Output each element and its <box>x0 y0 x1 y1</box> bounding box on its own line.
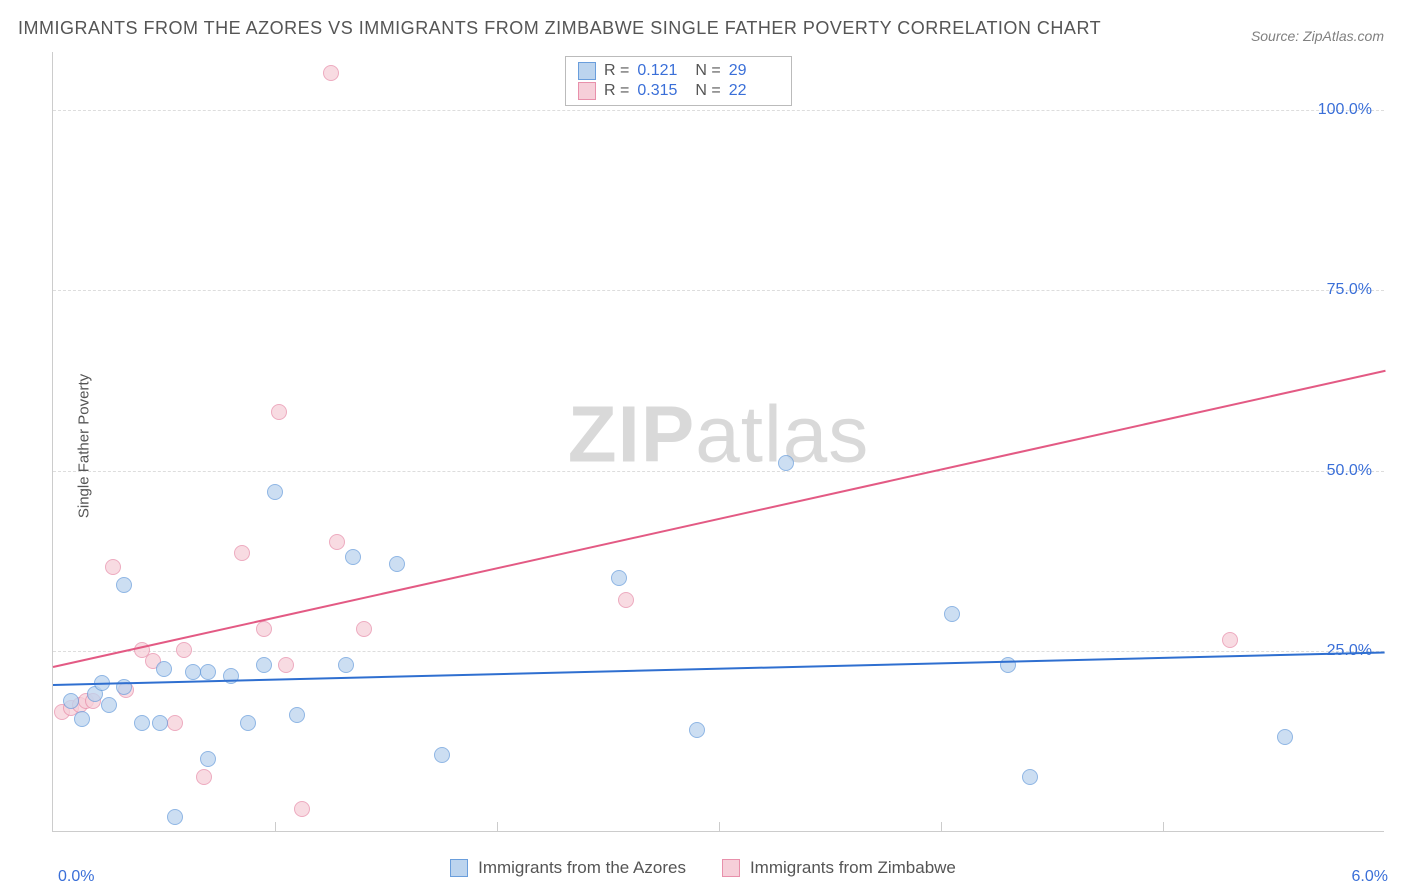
x-tick-mark <box>275 822 276 832</box>
watermark-text: ZIPatlas <box>568 388 869 480</box>
x-axis-max-label: 6.0% <box>1352 868 1388 886</box>
legend-label-series1: Immigrants from the Azores <box>478 858 686 878</box>
scatter-point-series2 <box>167 715 183 731</box>
scatter-point-series2 <box>105 559 121 575</box>
scatter-point-series1 <box>1277 729 1293 745</box>
scatter-point-series2 <box>196 769 212 785</box>
scatter-point-series1 <box>778 455 794 471</box>
n-value-2: 22 <box>729 82 779 100</box>
scatter-point-series2 <box>271 404 287 420</box>
scatter-point-series1 <box>200 751 216 767</box>
scatter-point-series1 <box>389 556 405 572</box>
scatter-point-series2 <box>294 801 310 817</box>
scatter-point-series1 <box>200 664 216 680</box>
legend-swatch-series2 <box>722 859 740 877</box>
r-value-1: 0.121 <box>637 62 687 80</box>
scatter-point-series1 <box>63 693 79 709</box>
scatter-point-series1 <box>185 664 201 680</box>
scatter-point-series2 <box>1222 632 1238 648</box>
scatter-point-series2 <box>356 621 372 637</box>
scatter-point-series1 <box>611 570 627 586</box>
scatter-point-series1 <box>338 657 354 673</box>
n-value-1: 29 <box>729 62 779 80</box>
scatter-point-series1 <box>1022 769 1038 785</box>
x-tick-mark <box>1163 822 1164 832</box>
y-tick-label: 50.0% <box>1327 462 1372 480</box>
scatter-point-series1 <box>74 711 90 727</box>
stats-row-series2: R = 0.315 N = 22 <box>578 81 779 101</box>
source-attribution: Source: ZipAtlas.com <box>1251 28 1384 44</box>
scatter-point-series2 <box>329 534 345 550</box>
n-label-1: N = <box>695 62 720 80</box>
scatter-point-series1 <box>152 715 168 731</box>
gridline <box>53 471 1384 472</box>
r-value-2: 0.315 <box>637 82 687 100</box>
scatter-point-series2 <box>278 657 294 673</box>
scatter-point-series1 <box>167 809 183 825</box>
x-axis-min-label: 0.0% <box>58 868 94 886</box>
scatter-point-series1 <box>267 484 283 500</box>
scatter-point-series1 <box>240 715 256 731</box>
trendline-series2 <box>53 370 1385 668</box>
scatter-point-series1 <box>289 707 305 723</box>
scatter-point-series1 <box>116 577 132 593</box>
scatter-point-series1 <box>156 661 172 677</box>
scatter-point-series2 <box>176 642 192 658</box>
scatter-point-series1 <box>345 549 361 565</box>
r-label-1: R = <box>604 62 629 80</box>
watermark-zip: ZIP <box>568 389 695 478</box>
scatter-point-series1 <box>256 657 272 673</box>
scatter-point-series2 <box>618 592 634 608</box>
x-tick-mark <box>719 822 720 832</box>
scatter-point-series1 <box>116 679 132 695</box>
chart-title: IMMIGRANTS FROM THE AZORES VS IMMIGRANTS… <box>18 18 1101 39</box>
x-tick-mark <box>497 822 498 832</box>
legend-label-series2: Immigrants from Zimbabwe <box>750 858 956 878</box>
stats-row-series1: R = 0.121 N = 29 <box>578 61 779 81</box>
legend-swatch-series1 <box>450 859 468 877</box>
y-tick-label: 75.0% <box>1327 281 1372 299</box>
gridline <box>53 290 1384 291</box>
scatter-point-series2 <box>256 621 272 637</box>
scatter-point-series1 <box>689 722 705 738</box>
scatter-point-series1 <box>1000 657 1016 673</box>
trendline-series1 <box>53 651 1385 685</box>
legend-item-series1: Immigrants from the Azores <box>450 858 686 878</box>
x-tick-mark <box>941 822 942 832</box>
n-label-2: N = <box>695 82 720 100</box>
gridline <box>53 651 1384 652</box>
scatter-point-series1 <box>101 697 117 713</box>
scatter-point-series1 <box>944 606 960 622</box>
r-label-2: R = <box>604 82 629 100</box>
scatter-point-series2 <box>234 545 250 561</box>
series-legend: Immigrants from the Azores Immigrants fr… <box>0 858 1406 878</box>
gridline <box>53 110 1384 111</box>
plot-area: ZIPatlas 25.0%50.0%75.0%100.0% <box>52 52 1384 832</box>
swatch-series2 <box>578 82 596 100</box>
legend-item-series2: Immigrants from Zimbabwe <box>722 858 956 878</box>
y-tick-label: 100.0% <box>1318 101 1372 119</box>
scatter-point-series2 <box>323 65 339 81</box>
scatter-point-series1 <box>434 747 450 763</box>
scatter-point-series1 <box>134 715 150 731</box>
swatch-series1 <box>578 62 596 80</box>
stats-legend-box: R = 0.121 N = 29 R = 0.315 N = 22 <box>565 56 792 106</box>
